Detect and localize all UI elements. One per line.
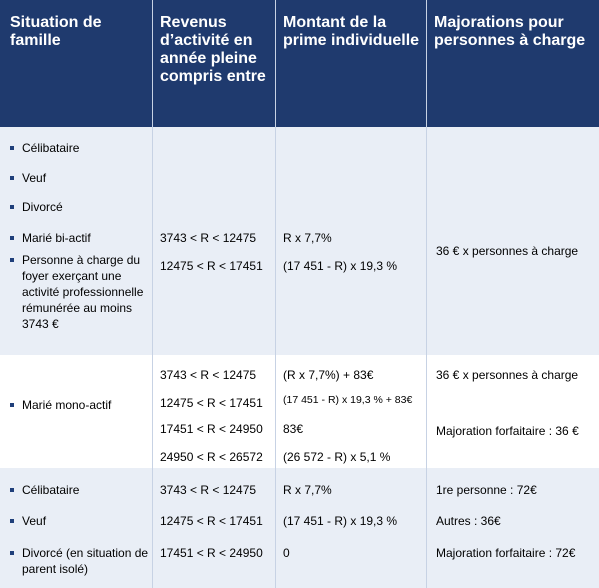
premium-amount: (R x 7,7%) + 83€	[283, 368, 374, 382]
majoration: Autres : 36€	[436, 514, 501, 528]
majoration: Majoration forfaitaire : 36 €	[436, 424, 579, 438]
income-range: 12475 < R < 17451	[160, 396, 263, 410]
premium-amount: (17 451 - R) x 19,3 %	[283, 514, 398, 528]
majoration: 36 € x personnes à charge	[436, 244, 579, 258]
situation: Célibataire	[10, 482, 150, 498]
income-range: 24950 < R < 26572	[160, 450, 263, 464]
situation: Personne à charge du foyer exerçant une …	[10, 252, 150, 332]
income-range: 3743 < R < 12475	[160, 231, 257, 245]
column-divider	[426, 0, 427, 588]
majoration: 1re personne : 72€	[436, 483, 537, 497]
income-range: 3743 < R < 12475	[160, 368, 257, 382]
column-header: Revenus d’activité en année pleine compr…	[160, 14, 266, 85]
situation: Veuf	[10, 513, 150, 529]
majoration: Majoration forfaitaire : 72€	[436, 546, 576, 560]
situation: Marié mono-actif	[10, 397, 150, 413]
income-range: 17451 < R < 24950	[160, 546, 263, 560]
row-band	[0, 127, 599, 355]
row-band	[0, 355, 599, 468]
premium-amount: R x 7,7%	[283, 483, 332, 497]
situation: Veuf	[10, 170, 150, 186]
column-divider	[275, 0, 276, 588]
premium-amount: 0	[283, 546, 290, 560]
income-range: 12475 < R < 17451	[160, 259, 263, 273]
column-header: Majorations pour personnes à charge	[434, 14, 586, 49]
premium-amount: (26 572 - R) x 5,1 %	[283, 450, 391, 464]
situation: Célibataire	[10, 140, 150, 156]
column-header: Montant de la prime individuelle	[283, 14, 420, 49]
situation: Marié bi-actif	[10, 230, 150, 246]
income-range: 3743 < R < 12475	[160, 483, 257, 497]
income-range: 12475 < R < 17451	[160, 514, 263, 528]
header-band	[0, 0, 599, 127]
situation: Divorcé (en situation de parent isolé)	[10, 546, 149, 576]
premium-amount: (17 451 - R) x 19,3 % + 83€	[283, 394, 413, 406]
column-divider	[152, 0, 153, 588]
column-header: Situation de famille	[10, 14, 102, 49]
income-range: 17451 < R < 24950	[160, 422, 263, 436]
premium-amount: (17 451 - R) x 19,3 %	[283, 259, 398, 273]
situation: Divorcé	[10, 199, 150, 215]
premium-amount: R x 7,7%	[283, 231, 332, 245]
majoration: 36 € x personnes à charge	[436, 368, 579, 382]
premium-amount: 83€	[283, 422, 304, 436]
row-band	[0, 468, 599, 588]
